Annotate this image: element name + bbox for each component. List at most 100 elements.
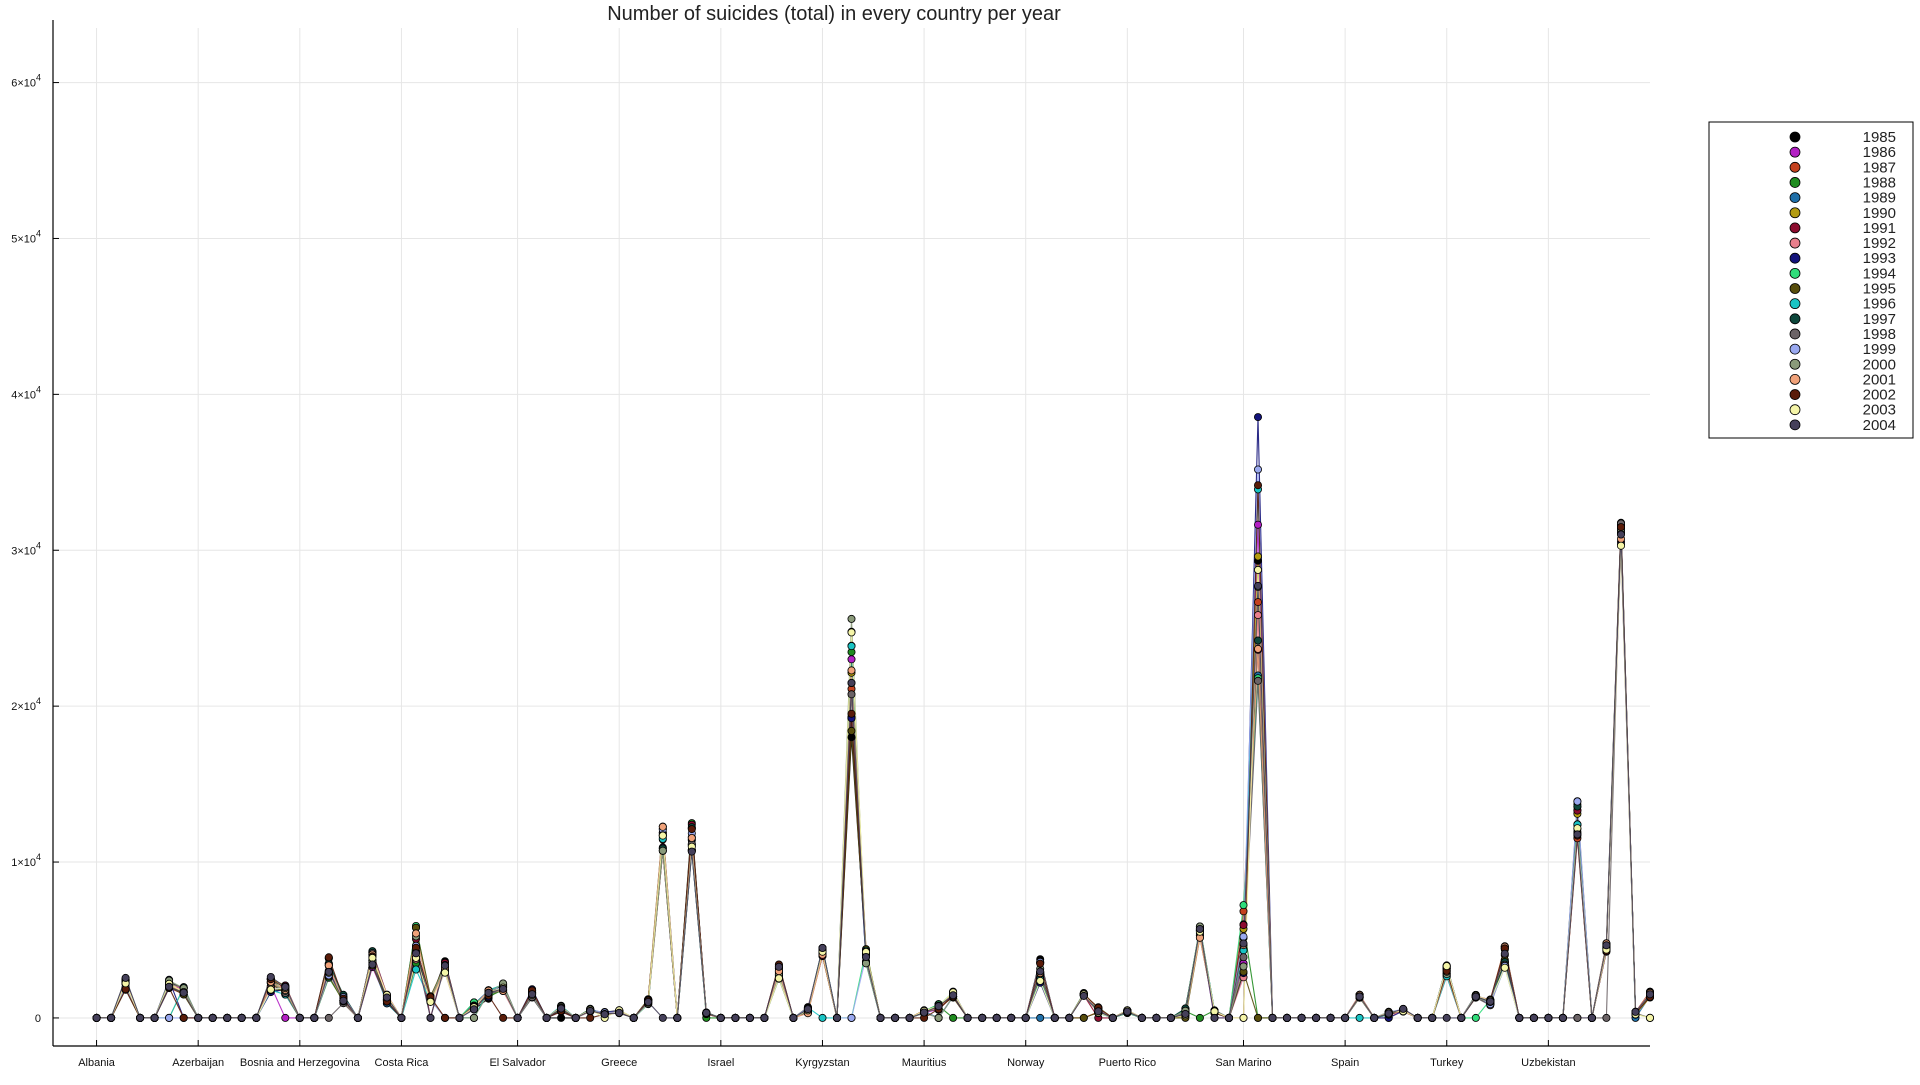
x-tick-label: Uzbekistan bbox=[1521, 1057, 1575, 1069]
data-point bbox=[1195, 925, 1204, 934]
data-point bbox=[818, 1013, 827, 1022]
data-point bbox=[629, 1013, 638, 1022]
data-point bbox=[992, 1013, 1001, 1022]
legend-label: 2003 bbox=[1863, 402, 1896, 419]
legend-label: 1991 bbox=[1863, 220, 1896, 237]
data-point bbox=[1312, 1013, 1321, 1022]
data-point bbox=[179, 988, 188, 997]
data-point bbox=[1021, 1013, 1030, 1022]
data-point bbox=[1254, 413, 1263, 422]
data-point bbox=[1225, 1013, 1234, 1022]
data-point bbox=[1137, 1013, 1146, 1022]
legend-box bbox=[1708, 121, 1914, 439]
y-tick-label: 3×104 bbox=[11, 540, 41, 557]
data-point bbox=[1646, 1013, 1655, 1022]
data-point bbox=[920, 1008, 929, 1017]
data-point bbox=[847, 726, 856, 735]
data-point bbox=[1007, 1013, 1016, 1022]
legend-marker bbox=[1789, 131, 1801, 143]
data-point bbox=[1065, 1013, 1074, 1022]
data-point bbox=[818, 944, 827, 953]
data-point bbox=[397, 1013, 406, 1022]
data-point bbox=[1631, 1007, 1640, 1016]
data-point bbox=[528, 990, 537, 999]
data-point bbox=[949, 991, 958, 1000]
data-point bbox=[1370, 1013, 1379, 1022]
data-point bbox=[1254, 1013, 1263, 1022]
data-point bbox=[1457, 1013, 1466, 1022]
data-point bbox=[847, 628, 856, 637]
data-point bbox=[1239, 939, 1248, 948]
data-point bbox=[687, 825, 696, 834]
data-point bbox=[266, 973, 275, 982]
data-point bbox=[440, 968, 449, 977]
data-point bbox=[1181, 1010, 1190, 1019]
data-point bbox=[1617, 541, 1626, 550]
data-point bbox=[1573, 797, 1582, 806]
data-point bbox=[1617, 523, 1626, 532]
data-point bbox=[658, 1013, 667, 1022]
data-point bbox=[934, 1002, 943, 1011]
data-point bbox=[1471, 992, 1480, 1001]
data-point bbox=[949, 1013, 958, 1022]
legend-marker bbox=[1789, 404, 1801, 416]
data-point bbox=[281, 983, 290, 992]
data-point bbox=[92, 1013, 101, 1022]
legend-marker bbox=[1789, 192, 1801, 204]
data-point bbox=[1544, 1013, 1553, 1022]
legend-marker bbox=[1789, 358, 1801, 370]
data-point bbox=[1254, 676, 1263, 685]
data-point bbox=[1239, 901, 1248, 910]
data-point bbox=[1254, 581, 1263, 590]
legend-marker bbox=[1789, 419, 1801, 431]
data-point bbox=[789, 1013, 798, 1022]
legend-label: 1999 bbox=[1863, 341, 1896, 358]
data-point bbox=[1036, 1013, 1045, 1022]
legend-label: 2002 bbox=[1863, 387, 1896, 404]
data-point bbox=[1254, 552, 1263, 561]
legend-label: 1988 bbox=[1863, 174, 1896, 191]
data-point bbox=[658, 822, 667, 831]
x-tick-label: Greece bbox=[601, 1057, 637, 1069]
data-point bbox=[1268, 1013, 1277, 1022]
data-point bbox=[586, 1006, 595, 1015]
data-point bbox=[658, 831, 667, 840]
x-tick-label: Mauritius bbox=[902, 1057, 947, 1069]
data-point bbox=[440, 961, 449, 970]
data-point bbox=[208, 1013, 217, 1022]
legend-label: 1986 bbox=[1863, 144, 1896, 161]
data-point bbox=[1166, 1013, 1175, 1022]
data-point bbox=[513, 1013, 522, 1022]
data-point bbox=[1036, 976, 1045, 985]
x-tick-label: Kyrgyzstan bbox=[795, 1057, 849, 1069]
data-point bbox=[121, 973, 130, 982]
data-point bbox=[165, 982, 174, 991]
data-point bbox=[1500, 963, 1509, 972]
data-point bbox=[571, 1013, 580, 1022]
legend-marker bbox=[1789, 177, 1801, 188]
x-tick-label: Puerto Rico bbox=[1099, 1057, 1156, 1069]
data-point bbox=[1152, 1013, 1161, 1022]
data-point bbox=[499, 1013, 508, 1022]
x-tick-label: Azerbaijan bbox=[172, 1057, 224, 1069]
data-point bbox=[1500, 949, 1509, 958]
data-point bbox=[557, 1004, 566, 1013]
data-point bbox=[774, 962, 783, 971]
y-tick-label: 5×104 bbox=[11, 228, 41, 245]
legend-marker bbox=[1789, 298, 1801, 310]
data-point bbox=[1036, 959, 1045, 968]
data-point bbox=[426, 997, 435, 1006]
data-point bbox=[237, 1013, 246, 1022]
data-point bbox=[1254, 481, 1263, 490]
legend-label: 1996 bbox=[1863, 296, 1896, 313]
legend-label: 1998 bbox=[1863, 326, 1896, 343]
legend-label: 1989 bbox=[1863, 190, 1896, 207]
data-point bbox=[469, 1005, 478, 1014]
legend-marker bbox=[1789, 161, 1801, 173]
data-point bbox=[1254, 636, 1263, 645]
data-point bbox=[1239, 921, 1248, 930]
data-point bbox=[1355, 1013, 1364, 1022]
data-point bbox=[1210, 1013, 1219, 1022]
x-tick-label: Spain bbox=[1331, 1057, 1359, 1069]
